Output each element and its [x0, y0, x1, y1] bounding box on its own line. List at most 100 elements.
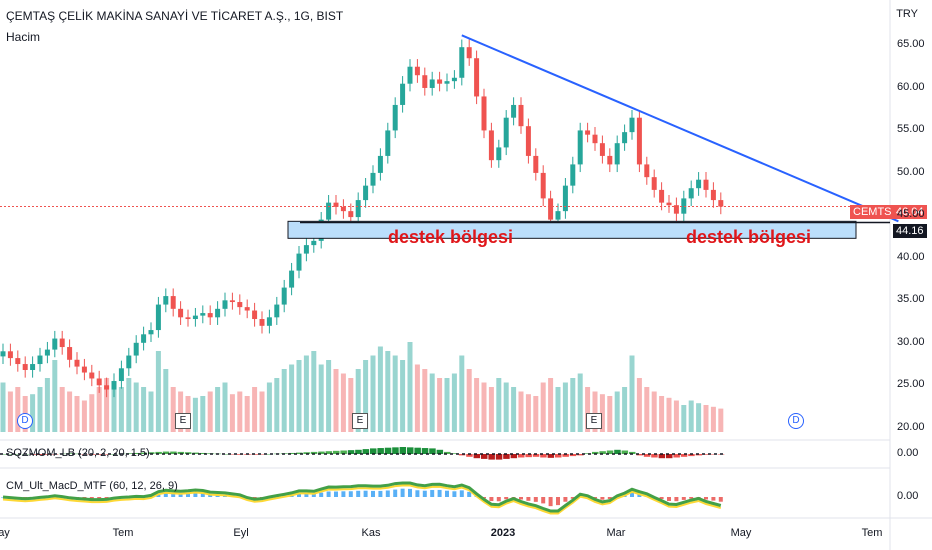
sqzmom-bar	[703, 454, 710, 455]
volume-bar	[629, 355, 635, 432]
support-price-tag: 44.16	[893, 224, 927, 238]
volume-bar	[37, 387, 43, 432]
volume-bar	[266, 382, 272, 432]
y-tick-label: 50.00	[897, 165, 925, 178]
volume-bar	[718, 408, 724, 432]
volume-bar	[496, 378, 502, 432]
candle-body	[540, 172, 546, 199]
candle-body	[266, 317, 272, 326]
candle-body	[30, 364, 36, 370]
earnings-marker[interactable]: E	[586, 413, 602, 429]
support-zone-right-text: destek bölgesi	[686, 227, 812, 247]
candle-body	[155, 304, 161, 331]
volume-bar	[133, 382, 139, 432]
volume-bar	[599, 394, 605, 432]
candle-body	[555, 211, 561, 220]
y-tick-label: 45.00	[897, 208, 925, 221]
symbol-tag: CEMTS	[850, 205, 895, 219]
volume-bar	[244, 396, 250, 432]
volume-bar	[429, 373, 435, 432]
volume-bar	[178, 391, 184, 432]
sqzmom-bar	[451, 453, 458, 454]
sqzmom-bar	[318, 451, 325, 454]
sqzmom-bar	[155, 451, 162, 454]
dividend-marker[interactable]: D	[788, 413, 804, 429]
volume-bar	[170, 387, 176, 432]
candle-body	[710, 189, 716, 201]
sqzmom-bar	[370, 448, 377, 454]
macd-histogram-bar	[326, 491, 331, 497]
y-tick-label: 25.00	[897, 378, 925, 391]
volume-bar	[570, 378, 576, 432]
sqzmom-bar	[399, 447, 407, 454]
volume-bar	[503, 382, 509, 432]
sqzmom-bar	[333, 450, 340, 454]
volume-bar	[481, 382, 487, 432]
candle-body	[311, 240, 317, 246]
candle-body	[703, 179, 709, 190]
sqzmom-bar	[170, 451, 177, 454]
volume-bar	[459, 355, 465, 432]
macd-histogram-bar	[548, 497, 553, 507]
y-tick-label: 30.00	[897, 335, 925, 348]
sqzmom-value: 0.00	[897, 447, 919, 459]
sqzmom-bar	[584, 453, 592, 454]
candle-body	[451, 77, 457, 82]
earnings-marker[interactable]: E	[175, 413, 191, 429]
candle-body	[585, 130, 591, 135]
volume-bar	[703, 405, 709, 432]
candle-body	[252, 310, 258, 320]
volume-bar	[126, 378, 132, 432]
earnings-marker[interactable]: E	[352, 413, 368, 429]
volume-bar	[518, 391, 524, 432]
candle-body	[651, 177, 657, 190]
sqzmom-bar	[518, 454, 525, 458]
sqzmom-bar	[140, 452, 148, 454]
volume-bar	[607, 396, 613, 432]
volume-bar	[289, 364, 295, 432]
volume-bar	[81, 400, 87, 432]
macd-histogram-bar	[163, 493, 168, 497]
candle-body	[392, 104, 398, 131]
macd-histogram-bar	[304, 493, 309, 497]
support-zone-left-text: destek bölgesi	[388, 227, 514, 247]
volume-bar	[274, 378, 280, 432]
macd-histogram-bar	[348, 491, 353, 497]
volume-bar	[511, 387, 517, 432]
x-tick-label: Tem	[861, 527, 883, 539]
macd-histogram-bar	[496, 497, 501, 502]
volume-bar	[15, 387, 21, 432]
candle-body	[44, 349, 50, 356]
dividend-marker[interactable]: D	[17, 413, 33, 429]
sqzmom-bar	[362, 449, 370, 454]
candle-body	[607, 155, 613, 165]
volume-bar	[710, 406, 716, 432]
candle-body	[644, 164, 650, 178]
sqzmom-bar	[296, 452, 303, 454]
x-tick-label: ay	[0, 527, 10, 539]
candle-body	[274, 304, 280, 318]
macd-histogram-bar	[208, 494, 213, 497]
candle-body	[170, 296, 176, 309]
macd-histogram-bar	[171, 493, 176, 497]
sqzmom-bar	[414, 447, 421, 454]
macd-histogram-bar	[311, 493, 316, 497]
candle-body	[407, 66, 413, 84]
candle-body	[15, 358, 21, 365]
sqzmom-bar	[614, 449, 621, 454]
sqzmom-bar	[192, 452, 199, 454]
macd-histogram-bar	[593, 497, 597, 499]
volume-bar	[333, 369, 339, 432]
candle-body	[466, 47, 472, 59]
volume-bar	[318, 364, 324, 432]
sqzmom-bar	[377, 448, 384, 454]
volume-bar	[259, 391, 265, 432]
volume-bar	[0, 382, 6, 432]
macd-histogram-bar	[600, 497, 605, 500]
sqzmom-bar	[66, 453, 74, 454]
candle-body	[622, 132, 628, 144]
volume-bar	[407, 342, 413, 432]
sqzmom-bar	[651, 454, 658, 458]
support-zone	[287, 220, 857, 239]
